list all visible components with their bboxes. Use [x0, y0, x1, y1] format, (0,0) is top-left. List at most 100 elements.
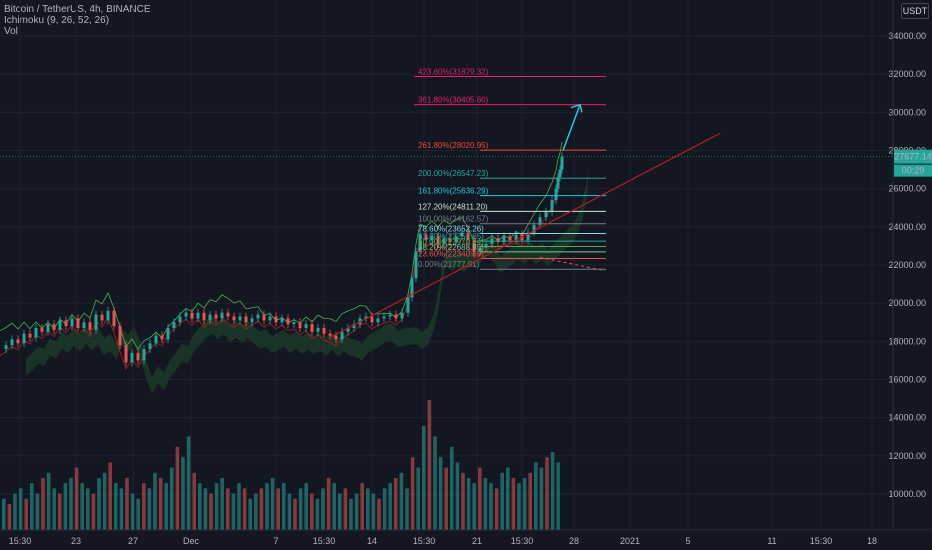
candle — [262, 314, 266, 321]
volume-bar — [58, 493, 62, 530]
candle — [430, 236, 434, 241]
candle — [58, 320, 62, 330]
candle — [214, 314, 218, 319]
volume-bar — [539, 467, 544, 530]
volume-bar — [472, 483, 476, 530]
candle — [292, 322, 296, 325]
currency-badge[interactable]: USDT — [901, 3, 929, 19]
chart-legend: Bitcoin / TetherUS, 4h, BINANCE Ichimoku… — [4, 4, 151, 37]
volume-bars — [2, 400, 560, 530]
volume-bar — [74, 467, 79, 530]
volume-bar — [2, 498, 6, 530]
volume-bar — [248, 498, 252, 530]
candle — [118, 326, 122, 346]
x-tick-label: 21 — [472, 536, 482, 546]
x-tick-label: 5 — [685, 536, 690, 546]
candle — [280, 318, 284, 323]
volume-bar — [494, 488, 499, 530]
volume-bar — [427, 400, 432, 530]
candle — [244, 316, 248, 323]
volume-bar — [125, 478, 129, 530]
volume-label[interactable]: Vol — [4, 26, 18, 37]
volume-bar — [203, 488, 208, 530]
candle — [400, 312, 404, 319]
fib-level-label: 127.20%(24811.20) — [418, 202, 488, 211]
fib-level-label: 161.80%(25636.29) — [418, 187, 489, 196]
ichimoku-cloud — [26, 170, 588, 394]
symbol-title[interactable]: Bitcoin / TetherUS, 4h, BINANCE — [4, 4, 151, 15]
target-arrow-head — [570, 103, 583, 113]
volume-bar — [259, 488, 264, 530]
volume-bar — [354, 493, 359, 530]
candle — [508, 236, 512, 241]
candle — [346, 327, 350, 332]
candle — [334, 335, 338, 340]
candle — [560, 156, 564, 170]
volume-bar — [394, 478, 398, 530]
volume-bar — [410, 457, 415, 530]
candle — [184, 312, 188, 317]
volume-bar — [360, 483, 364, 530]
candle — [454, 236, 458, 243]
candle — [466, 232, 470, 241]
candle — [484, 244, 488, 248]
countdown-badge — [894, 164, 932, 177]
volume-bar — [388, 483, 392, 530]
volume-bar — [30, 483, 34, 530]
candle — [472, 240, 476, 252]
candle — [52, 324, 56, 330]
volume-bar — [86, 488, 90, 530]
candle — [532, 224, 536, 233]
candle — [304, 324, 308, 328]
candle — [448, 238, 452, 243]
y-tick-label: 32000.00 — [888, 69, 926, 79]
candle — [154, 335, 158, 344]
volume-bar — [304, 483, 308, 530]
volume-bar — [282, 483, 286, 530]
volume-bar — [114, 483, 118, 530]
candle — [76, 318, 80, 328]
candle — [70, 318, 74, 327]
volume-bar — [478, 467, 482, 530]
volume-bar — [142, 483, 146, 530]
volume-bar — [226, 488, 230, 530]
fib-level-label: 50.00%(22970.24) — [418, 237, 484, 246]
ichimoku-label[interactable]: Ichimoku (9, 26, 52, 26) — [4, 15, 110, 26]
volume-bar — [46, 472, 51, 530]
x-tick-label: 18 — [867, 536, 877, 546]
fib-level-label: 261.80%(28020.95) — [418, 141, 489, 150]
candle — [94, 314, 98, 330]
volume-bar — [321, 488, 325, 530]
volume-bar — [108, 462, 112, 530]
candle — [460, 232, 464, 237]
candle — [202, 312, 206, 321]
volume-bar — [500, 472, 504, 530]
candle — [220, 312, 224, 319]
volume-bar — [556, 462, 560, 530]
candle — [436, 236, 440, 245]
volume-bar — [506, 467, 510, 530]
volume-bar — [422, 426, 426, 530]
countdown-label: 00:29 — [902, 166, 925, 176]
candle — [410, 278, 414, 298]
x-tick-label: 15:30 — [313, 536, 336, 546]
fib-level-label: 361.80%(30405.60) — [418, 96, 489, 105]
volume-bar — [276, 488, 280, 530]
last-price-badge — [894, 149, 932, 164]
candle — [370, 316, 374, 323]
candle — [418, 234, 422, 252]
y-tick-label: 26000.00 — [888, 184, 926, 194]
volume-bar — [237, 483, 241, 530]
fib-level-label: 61.80%(23251.65) — [418, 232, 484, 241]
volume-bar — [35, 493, 40, 530]
volume-bar — [24, 498, 28, 530]
candle — [268, 316, 272, 321]
fib-level-label: 423.60%(31879.32) — [418, 67, 489, 76]
volume-bar — [405, 488, 409, 530]
y-tick-label: 18000.00 — [888, 336, 926, 346]
volume-bar — [153, 472, 157, 530]
volume-bar — [7, 504, 12, 530]
volume-bar — [242, 488, 247, 530]
candle — [556, 177, 560, 189]
